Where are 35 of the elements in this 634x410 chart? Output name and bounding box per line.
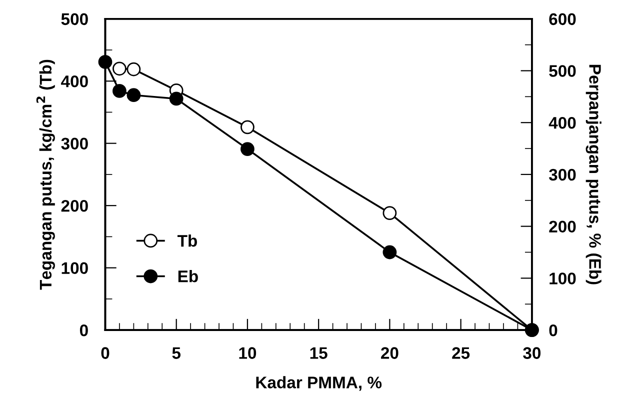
y2-tick-label: 600 (549, 13, 576, 26)
point (240, 120, 254, 134)
y2-axis-title: Perpanjangan putus, % (Eb) (586, 64, 602, 284)
y2-tick-label: 500 (549, 65, 576, 77)
y-tick-label: 0 (80, 324, 88, 336)
x-tick-label: 0 (101, 347, 110, 359)
y2-tick-label: 200 (549, 220, 576, 233)
legend-label: Eb (178, 270, 198, 282)
point (112, 62, 126, 76)
point (240, 142, 254, 156)
point (169, 92, 184, 106)
point (112, 84, 126, 98)
y-axis-title: Tegangan putus, kg/cm$^{2}$ (Tb) (36, 60, 55, 290)
legend-label: Tb (178, 234, 197, 247)
x-tick-label: 30 (523, 347, 541, 359)
point (382, 206, 397, 220)
point (126, 88, 141, 102)
point (98, 54, 112, 69)
x-axis-title: Kadar PMMA, % (256, 376, 382, 391)
point (382, 245, 397, 260)
y-tick-label: 300 (61, 138, 88, 150)
x-tick-label: 15 (310, 347, 328, 359)
y2-tick-label: 300 (548, 168, 576, 181)
y-tick-label: 400 (61, 76, 88, 88)
x-tick-label: 10 (239, 347, 256, 359)
y2-tick-label: 400 (548, 116, 576, 129)
x-tick-label: 25 (452, 347, 470, 359)
y-tick-label: 100 (62, 262, 88, 274)
y-tick-label: 500 (61, 13, 88, 26)
y2-tick-label: 0 (549, 324, 558, 336)
y2-tick-label: 100 (550, 272, 576, 284)
y-tick-label: 200 (61, 200, 88, 212)
point (126, 62, 141, 76)
x-tick-label: 5 (172, 347, 181, 359)
x-tick-label: 20 (381, 347, 398, 359)
